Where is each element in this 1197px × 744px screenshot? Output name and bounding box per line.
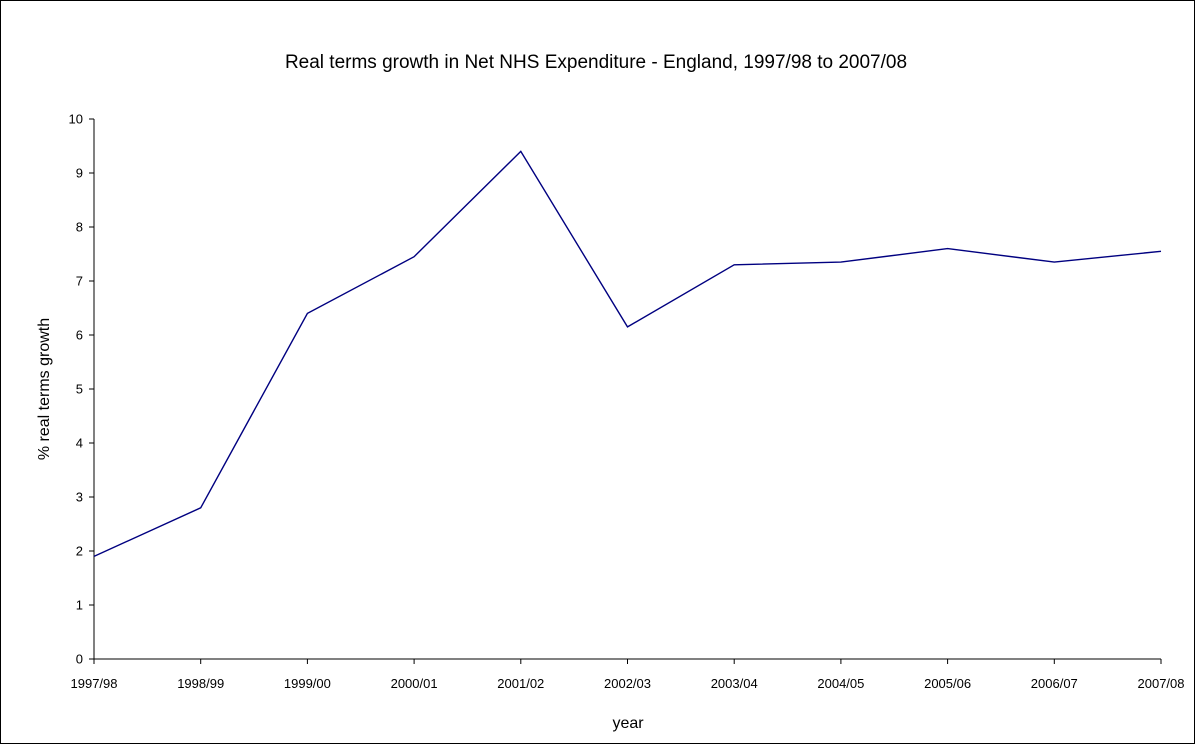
y-tick-label: 8 [76,220,83,235]
x-tick-label: 2007/08 [1138,676,1185,691]
y-axis: 0 1 2 3 4 5 6 7 8 9 10 [69,112,94,667]
y-tick-label: 9 [76,166,83,181]
y-tick-label: 7 [76,274,83,289]
y-tick-label: 10 [69,112,83,127]
series-line [94,151,1161,556]
y-tick-label: 5 [76,382,83,397]
x-tick-label: 2001/02 [497,676,544,691]
y-tick-label: 1 [76,598,83,613]
x-tick-label: 1999/00 [284,676,331,691]
x-tick-label: 2005/06 [924,676,971,691]
x-tick-label: 2003/04 [711,676,758,691]
x-axis-label: year [612,715,644,732]
x-tick-label: 1997/98 [71,676,118,691]
y-tick-label: 0 [76,652,83,667]
chart-title: Real terms growth in Net NHS Expenditure… [285,52,907,73]
x-tick-label: 2000/01 [391,676,438,691]
y-tick-label: 6 [76,328,83,343]
y-axis-label: % real terms growth [36,318,53,460]
x-tick-label: 2004/05 [817,676,864,691]
x-tick-label: 2002/03 [604,676,651,691]
x-axis: 1997/98 1998/99 1999/00 2000/01 2001/02 2002/… [71,659,1185,691]
series-group [94,151,1161,556]
x-tick-label: 1998/99 [177,676,224,691]
y-tick-label: 2 [76,544,83,559]
y-tick-label: 4 [76,436,83,451]
x-tick-label: 2006/07 [1031,676,1078,691]
y-tick-label: 3 [76,490,83,505]
